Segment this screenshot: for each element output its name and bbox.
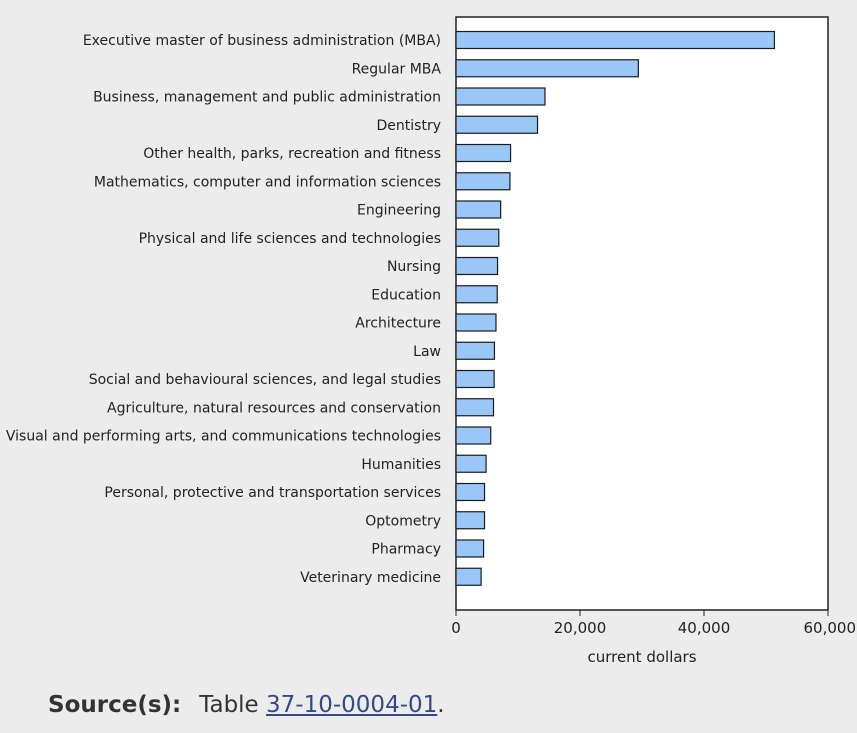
category-label: Regular MBA xyxy=(352,61,442,77)
category-label: Physical and life sciences and technolog… xyxy=(139,231,441,247)
category-label: Education xyxy=(371,287,441,303)
bar xyxy=(455,285,498,304)
x-tick-label: 40,000 xyxy=(678,619,731,637)
x-tick-label: 0 xyxy=(451,619,461,637)
bar xyxy=(455,482,486,502)
category-label: Humanities xyxy=(361,457,441,473)
source-table-link[interactable]: 37-10-0004-01 xyxy=(266,692,438,718)
bar xyxy=(455,115,539,134)
category-label: Business, management and public administ… xyxy=(93,90,441,106)
category-label: Personal, protective and transportation … xyxy=(104,485,441,501)
category-label: Visual and performing arts, and communic… xyxy=(6,429,441,445)
bar xyxy=(455,341,496,360)
bar xyxy=(455,143,512,163)
category-label: Executive master of business administrat… xyxy=(83,33,441,49)
bar xyxy=(455,426,492,445)
bar xyxy=(455,172,511,191)
bar xyxy=(455,511,486,530)
bar xyxy=(455,398,495,417)
bar xyxy=(455,313,497,332)
category-label: Veterinary medicine xyxy=(300,570,441,586)
bar xyxy=(455,369,495,389)
bar xyxy=(455,200,502,219)
bar xyxy=(455,567,482,586)
bar xyxy=(455,87,546,106)
category-label: Engineering xyxy=(357,203,441,219)
source-suffix: . xyxy=(437,692,445,718)
x-tick-label: 60,000 xyxy=(804,619,857,637)
source-prefix: Table xyxy=(199,692,259,718)
category-label: Social and behavioural sciences, and leg… xyxy=(89,372,441,388)
bar xyxy=(455,256,499,276)
x-axis-title: current dollars xyxy=(587,648,696,666)
category-label: Architecture xyxy=(355,316,441,332)
bar-chart: Executive master of business administrat… xyxy=(6,16,857,666)
category-label: Other health, parks, recreation and fitn… xyxy=(143,146,441,162)
category-label: Law xyxy=(413,344,441,360)
bar xyxy=(455,30,775,50)
category-label: Pharmacy xyxy=(371,542,441,558)
category-label: Agriculture, natural resources and conse… xyxy=(107,400,441,416)
source-label: Source(s): xyxy=(48,692,182,718)
plot-area xyxy=(455,16,829,611)
category-label: Nursing xyxy=(387,259,441,275)
source-note: Source(s): Table 37-10-0004-01. xyxy=(48,692,445,718)
category-label: Optometry xyxy=(365,513,441,529)
bar xyxy=(455,228,500,247)
bar xyxy=(455,454,487,473)
category-label: Mathematics, computer and information sc… xyxy=(94,174,441,190)
x-tick-label: 20,000 xyxy=(554,619,607,637)
bar xyxy=(455,539,485,558)
category-label: Dentistry xyxy=(377,118,441,134)
bar xyxy=(455,59,639,78)
